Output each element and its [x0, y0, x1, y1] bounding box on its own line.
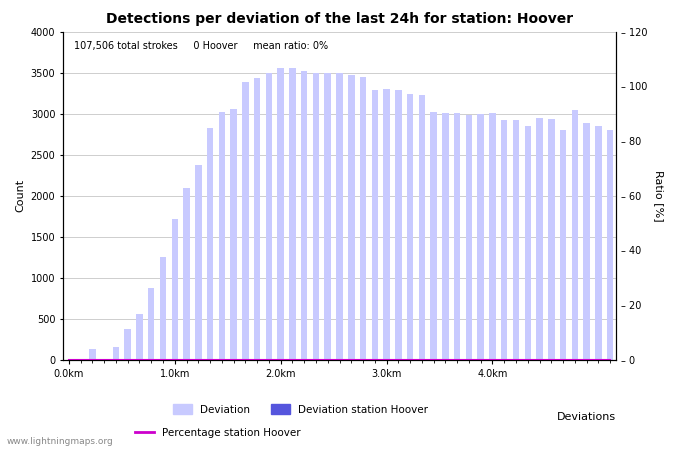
Bar — [206, 128, 214, 360]
Bar — [277, 68, 284, 360]
Text: Deviations: Deviations — [557, 412, 616, 422]
Bar — [489, 113, 496, 360]
Bar — [430, 112, 437, 360]
Bar — [407, 94, 413, 360]
Bar — [384, 89, 390, 360]
Bar — [195, 165, 202, 360]
Bar — [218, 112, 225, 360]
Bar — [501, 120, 508, 360]
Bar — [607, 130, 613, 360]
Bar — [560, 130, 566, 360]
Bar — [595, 126, 601, 360]
Bar — [160, 256, 166, 360]
Bar — [325, 73, 331, 360]
Bar — [136, 314, 143, 360]
Bar — [477, 114, 484, 360]
Legend: Percentage station Hoover: Percentage station Hoover — [131, 423, 305, 442]
Bar — [536, 118, 542, 360]
Bar — [113, 347, 119, 360]
Bar — [466, 115, 472, 360]
Bar — [148, 288, 155, 360]
Bar — [442, 113, 449, 360]
Title: Detections per deviation of the last 24h for station: Hoover: Detections per deviation of the last 24h… — [106, 12, 573, 26]
Bar — [242, 82, 248, 360]
Bar — [395, 90, 402, 360]
Bar — [230, 109, 237, 360]
Bar — [454, 113, 461, 360]
Bar — [301, 71, 307, 360]
Y-axis label: Ratio [%]: Ratio [%] — [654, 170, 664, 221]
Bar — [572, 109, 578, 360]
Bar — [348, 75, 354, 360]
Bar — [183, 189, 190, 360]
Bar — [360, 76, 366, 360]
Bar — [125, 329, 131, 360]
Bar — [583, 123, 590, 360]
Bar — [289, 68, 295, 360]
Text: www.lightningmaps.org: www.lightningmaps.org — [7, 436, 113, 446]
Y-axis label: Count: Count — [15, 179, 25, 212]
Bar — [89, 349, 96, 360]
Bar — [313, 72, 319, 360]
Bar — [372, 90, 378, 360]
Bar — [513, 120, 519, 360]
Bar — [336, 73, 343, 360]
Bar — [266, 72, 272, 360]
Bar — [254, 78, 260, 360]
Bar — [419, 95, 425, 360]
Bar — [548, 119, 554, 360]
Bar — [172, 219, 178, 360]
Text: 107,506 total strokes     0 Hoover     mean ratio: 0%: 107,506 total strokes 0 Hoover mean rati… — [74, 41, 328, 51]
Bar — [524, 126, 531, 360]
